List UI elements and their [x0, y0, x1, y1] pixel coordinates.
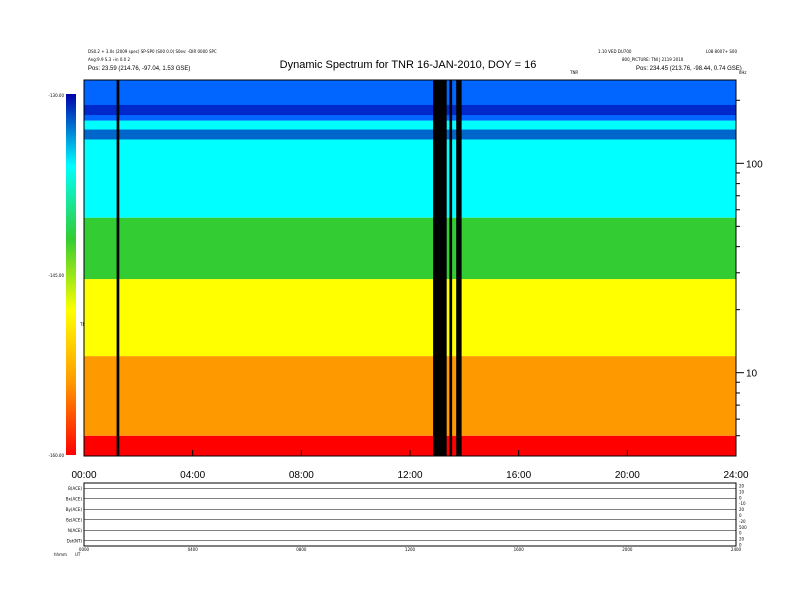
spectral-stripe	[84, 93, 736, 101]
x-tick-label: 20:00	[615, 470, 640, 481]
footer-x-label: 1200	[405, 547, 416, 552]
header-left-line2: Ang:9.9 S.3 ∘in 0.0 2	[88, 57, 130, 62]
spectrogram-area	[84, 80, 736, 456]
footer-panel: B(ACE) Bx(ACE) By(ACE) Bz(ACE) N(ACE) Dst(NT)…	[54, 482, 747, 557]
footer-x-label: 2000	[622, 547, 633, 552]
footer-x-label: 0800	[296, 547, 307, 552]
header-right-line2: 800_PICTURE: TNI J 2119 2010	[622, 57, 684, 62]
footer-row-label: Bx(ACE)	[66, 496, 83, 501]
footer-right-label: 20	[739, 537, 745, 542]
colorbar-tick-bottom: -160.00	[49, 453, 65, 458]
footer-right-label: 20	[739, 484, 745, 489]
footer-right-label: -10	[739, 501, 746, 506]
header-right-pos: Pos: 234.45 (213.76, -98.44, 0.74 GSE)	[636, 66, 742, 72]
x-tick-label: 12:00	[397, 470, 422, 481]
colorbar-tick-mid: -145.00	[49, 273, 65, 278]
right-axis-unit: kHz	[739, 70, 746, 75]
footer-row-label: Bz(ACE)	[66, 517, 82, 522]
footer-right-label: 0	[739, 495, 742, 500]
y-tick-label: 10	[746, 369, 758, 380]
footer-x-label: 0400	[188, 547, 199, 552]
y-axis: 100 10	[736, 99, 763, 437]
header-right-line1: 1.10 VED DU700	[598, 49, 632, 54]
footer-right-label: 10	[739, 489, 745, 494]
chart-title: Dynamic Spectrum for TNR 16-JAN-2010, DO…	[280, 59, 537, 71]
footer-right-label: 20	[739, 507, 745, 512]
x-tick-label: 04:00	[180, 470, 205, 481]
footer-right-label: 0	[739, 531, 742, 536]
data-gap	[116, 80, 120, 456]
x-tick-label: 00:00	[71, 470, 96, 481]
colorbar-tick-top: -130.00	[49, 93, 65, 98]
header-right-line1b: L08 8007+ S00	[706, 49, 737, 54]
footer-right-label: 0	[739, 543, 742, 548]
spectral-band	[84, 217, 736, 280]
colorbar	[66, 94, 76, 455]
footer-row-label: N(ACE)	[68, 528, 83, 533]
header-small-label: TNR	[569, 70, 578, 75]
x-tick-label: 16:00	[506, 470, 531, 481]
footer-x-label: 0000	[79, 547, 90, 552]
data-gap	[433, 80, 447, 456]
footer-x-label: 1600	[514, 547, 525, 552]
spectral-band	[84, 279, 736, 357]
footer-bottom-label: hhmm	[54, 552, 67, 557]
x-tick-label: 24:00	[723, 470, 748, 481]
footer-right-label: -20	[739, 519, 746, 524]
y-tick-label: 100	[746, 159, 763, 170]
spectral-stripe	[84, 104, 736, 116]
spectral-stripe	[84, 129, 736, 140]
footer-right-label: 0	[739, 513, 742, 518]
data-gap	[456, 80, 462, 456]
data-gap	[449, 80, 453, 456]
x-axis: 00:00 04:00 08:00 12:00 16:00 20:00 24:00	[71, 450, 749, 481]
spectral-band	[84, 435, 736, 456]
spectral-band	[84, 356, 736, 436]
header-left-line1: DS0.2 + 3.0s (2009 spec) SP-SP0 (S00 0.0…	[88, 49, 217, 54]
header-left-pos: Pos: 23.59 (214.76, -97.04, 1.53 GSE)	[88, 66, 190, 72]
footer-frame	[83, 482, 737, 547]
footer-x-label: 2400	[731, 547, 742, 552]
footer-row-label: Dst(NT)	[67, 538, 83, 543]
footer-bottom-label-2: UT	[75, 552, 81, 557]
footer-row-label: By(ACE)	[66, 507, 83, 512]
x-tick-label: 08:00	[289, 470, 314, 481]
footer-row-label: B(ACE)	[68, 486, 82, 491]
footer-right-label: 500	[739, 525, 747, 530]
